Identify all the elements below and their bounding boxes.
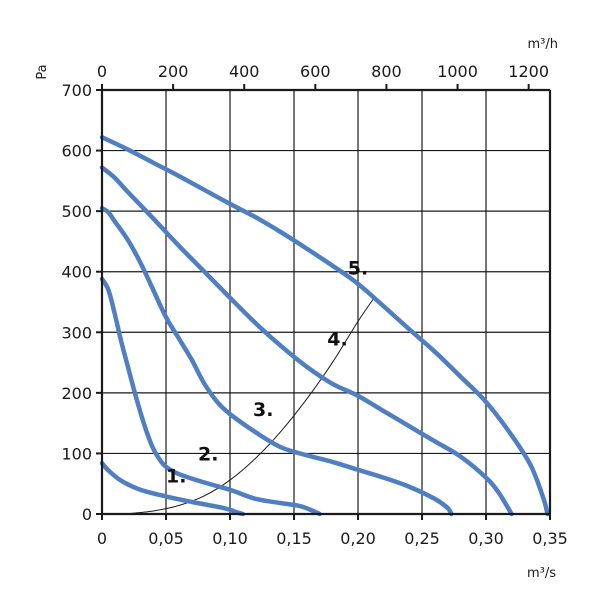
y-tick-label: 400 <box>61 263 92 282</box>
y-tick-label: 300 <box>61 323 92 342</box>
x2-tick-label: 400 <box>229 62 260 81</box>
x-tick-label: 0 <box>97 529 107 548</box>
series-label-5: 5. <box>348 258 368 280</box>
y-tick-label: 0 <box>82 505 92 524</box>
x-tick-label: 0,30 <box>468 529 504 548</box>
series-line-3 <box>99 205 454 517</box>
x2-tick-label: 600 <box>300 62 331 81</box>
x-axis-unit-label: m³/s <box>527 566 556 581</box>
series-line-2 <box>99 276 322 517</box>
system-curve-layer <box>124 298 374 515</box>
x-tick-label: 0,15 <box>276 529 312 548</box>
x-tick-label: 0,35 <box>532 529 568 548</box>
series-line-1 <box>99 460 246 517</box>
series-label-2: 2. <box>198 444 218 466</box>
x-tick-label: 0,05 <box>148 529 184 548</box>
series-layer <box>99 135 550 517</box>
x2-tick-label: 1200 <box>508 62 549 81</box>
x2-axis-unit-label: m³/h <box>528 37 559 52</box>
y-tick-label: 500 <box>61 202 92 221</box>
series-label-1: 1. <box>166 466 186 488</box>
system-curve-line <box>124 298 374 515</box>
labels: 0 0,05 0,10 0,15 0,20 0,25 0,30 0,35 0 200 400 600 8… <box>61 62 567 548</box>
x-tick-label: 0,10 <box>212 529 248 548</box>
y-tick-label: 700 <box>61 81 92 100</box>
series-line-4 <box>99 165 514 517</box>
x-tick-label: 0,25 <box>404 529 440 548</box>
x2-tick-label: 1000 <box>437 62 478 81</box>
x2-tick-label: 200 <box>158 62 189 81</box>
y-tick-label: 200 <box>61 384 92 403</box>
y-tick-label: 600 <box>61 142 92 161</box>
series-line-5 <box>99 135 550 517</box>
axes <box>96 84 552 520</box>
series-label-3: 3. <box>253 399 273 421</box>
x-tick-label: 0,20 <box>340 529 376 548</box>
grid <box>102 90 550 514</box>
series-label-4: 4. <box>327 329 347 351</box>
y-axis-unit-label: Pa <box>35 64 50 79</box>
x2-tick-label: 800 <box>371 62 402 81</box>
x2-tick-label: 0 <box>97 62 107 81</box>
y-tick-label: 100 <box>61 444 92 463</box>
